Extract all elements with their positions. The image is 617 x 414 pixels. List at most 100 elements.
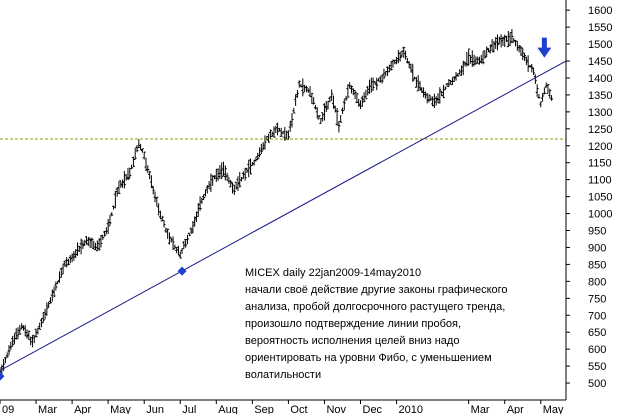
ohlc-bar (295, 90, 299, 99)
ohlc-bar (496, 34, 500, 51)
y-tick-label: 500 (588, 378, 606, 390)
ohlc-bar (377, 78, 381, 82)
ohlc-bar (196, 203, 200, 217)
ohlc-bar (407, 61, 411, 69)
ohlc-bar (449, 79, 453, 85)
ohlc-bar (83, 239, 87, 247)
ohlc-bar (382, 68, 386, 80)
ohlc-bar (387, 64, 391, 73)
ohlc-bar (34, 328, 38, 338)
ohlc-bar (115, 187, 119, 197)
ohlc-bar (450, 77, 454, 86)
x-tick-label: Mar (38, 404, 57, 414)
ohlc-bar (166, 228, 170, 239)
ohlc-bar (351, 88, 355, 96)
ohlc-bar (353, 90, 357, 100)
ohlc-bar (313, 104, 317, 110)
ohlc-bar (418, 80, 422, 92)
ohlc-bar (515, 40, 519, 51)
ohlc-bar (184, 238, 188, 248)
ohlc-bar (267, 133, 271, 143)
y-tick-label: 1550 (588, 22, 612, 34)
ohlc-bar (315, 107, 319, 119)
x-tick-label: Dec (363, 404, 383, 414)
ohlc-bar (140, 148, 144, 153)
y-tick-label: 850 (588, 259, 606, 271)
ohlc-bar (175, 247, 179, 254)
ohlc-bar (420, 87, 424, 93)
ohlc-bar (456, 73, 460, 77)
ohlc-bar (63, 260, 67, 268)
ohlc-bar (27, 330, 31, 340)
ohlc-bar (521, 47, 525, 60)
ohlc-bar (468, 54, 472, 64)
ohlc-bar (258, 147, 262, 158)
ohlc-bar (112, 205, 116, 210)
ohlc-bar (155, 196, 159, 207)
ohlc-bar (539, 101, 543, 108)
ohlc-bar (97, 238, 101, 251)
x-tick-label: Jul (182, 404, 196, 414)
ohlc-bar (481, 51, 485, 65)
ohlc-bar (50, 289, 54, 302)
ohlc-bar (229, 180, 233, 188)
ohlc-bar (187, 232, 191, 237)
ohlc-bar (164, 227, 168, 233)
ohlc-bar (167, 232, 171, 245)
ohlc-bar (477, 56, 481, 65)
ohlc-bar (429, 96, 433, 102)
ohlc-bar (157, 203, 161, 216)
ohlc-bar (110, 212, 114, 217)
ohlc-bar (214, 168, 218, 182)
ohlc-bar (16, 327, 20, 339)
ohlc-bar (292, 107, 296, 114)
ohlc-bar (88, 238, 92, 249)
ohlc-bar (371, 77, 375, 91)
ohlc-bar (178, 251, 182, 259)
ohlc-bar (122, 170, 126, 189)
ohlc-bar (185, 234, 189, 245)
ohlc-bar (225, 172, 229, 181)
ohlc-bar (436, 93, 440, 104)
ohlc-bar (41, 312, 45, 324)
ohlc-bar (523, 52, 527, 61)
ohlc-bar (395, 56, 399, 65)
x-tick-label: Apr (507, 404, 524, 414)
ohlc-bar (499, 34, 503, 48)
ohlc-bar (66, 258, 70, 266)
annotation-text-block: MICEX daily 22jan2009-14may2010 начали св… (245, 267, 508, 381)
x-tick-label: May (110, 404, 131, 414)
x-tick-label: Sep (254, 404, 274, 414)
ohlc-bar (335, 108, 339, 126)
ohlc-bar (18, 325, 22, 335)
x-tick-label: Oct (290, 404, 307, 414)
ohlc-bar (544, 82, 548, 89)
y-tick-label: 1450 (588, 56, 612, 68)
ohlc-bar (301, 78, 305, 97)
ohlc-bar (413, 76, 417, 80)
ohlc-bar (402, 46, 406, 58)
ohlc-bar (322, 103, 326, 121)
ohlc-bar (207, 181, 211, 189)
y-tick-label: 600 (588, 344, 606, 356)
ohlc-bar (104, 227, 108, 235)
ohlc-bar (297, 80, 301, 88)
ohlc-bar (99, 234, 103, 248)
ohlc-bar (39, 317, 43, 328)
ohlc-bar (427, 94, 431, 103)
ohlc-bar (213, 175, 217, 180)
ohlc-bar (373, 80, 377, 85)
ohlc-bar (501, 36, 505, 46)
overlay-lines (0, 60, 567, 371)
ohlc-bar (38, 322, 42, 330)
ohlc-bar (294, 94, 298, 106)
ohlc-bar (29, 336, 33, 346)
ohlc-bar (70, 253, 74, 263)
ohlc-bar (25, 329, 29, 339)
ohlc-bar (194, 211, 198, 222)
ohlc-bar (95, 240, 99, 252)
ohlc-bar (524, 56, 528, 65)
arrow-down-marker (537, 37, 552, 58)
ohlc-bar (546, 83, 550, 94)
y-tick-label: 1600 (588, 5, 612, 17)
